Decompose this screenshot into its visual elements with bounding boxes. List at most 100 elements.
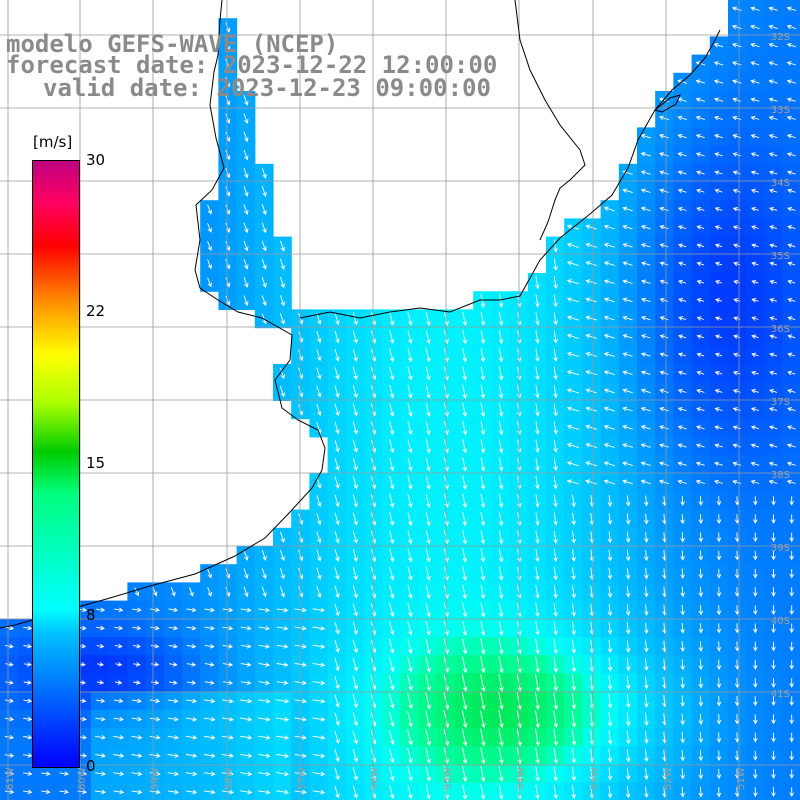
wind-arrow [753, 768, 758, 779]
wind-arrow [334, 385, 340, 399]
wind-arrow [753, 659, 758, 670]
wind-arrow [734, 768, 740, 780]
wind-arrow [571, 621, 577, 636]
wind-arrow [625, 749, 631, 763]
wind-arrow [462, 548, 468, 563]
wind-arrow [553, 312, 558, 326]
wind-arrow [734, 659, 740, 670]
wind-arrow [716, 514, 722, 525]
lat-label: 34S [771, 178, 790, 189]
wind-arrow [566, 461, 580, 467]
wind-arrow [258, 735, 271, 740]
wind-arrow [316, 367, 322, 380]
wind-arrow [603, 424, 615, 430]
wind-arrow [480, 366, 486, 381]
title-forecast-date: forecast date: 2023-12-22 12:00:00 [6, 51, 498, 79]
lon-label: 59W [150, 767, 161, 790]
lat-label: 35S [771, 251, 790, 262]
wind-arrow [425, 710, 432, 728]
wind-arrow [425, 584, 431, 600]
wind-arrow [607, 622, 613, 635]
wind-arrow [771, 568, 776, 579]
wind-arrow [771, 532, 776, 543]
longitude-labels: 61W 60W 59W 58W 57W 56W 55W 54W 53W 52W 51W [5, 767, 747, 790]
wind-arrow [641, 315, 651, 321]
wind-arrow [677, 443, 687, 448]
wind-arrow [168, 607, 179, 613]
wind-arrow [23, 680, 32, 685]
wind-arrow [714, 425, 723, 430]
wind-arrow [352, 567, 358, 581]
wind-arrow [585, 442, 598, 449]
wind-arrow [115, 662, 123, 667]
wind-arrow [352, 457, 358, 472]
wind-arrow [680, 695, 685, 707]
wind-arrow [734, 532, 740, 543]
wind-arrow [786, 61, 796, 66]
wind-arrow [716, 677, 722, 689]
wind-arrow [622, 279, 633, 284]
wind-arrow [407, 729, 413, 746]
wind-arrow [680, 659, 685, 671]
wind-arrow [769, 225, 778, 230]
wind-arrow [680, 532, 685, 543]
wind-arrow [696, 388, 705, 394]
wind-arrow [388, 729, 395, 746]
wind-arrow [389, 312, 395, 326]
wind-arrow [698, 768, 704, 780]
wind-arrow [603, 370, 615, 376]
wind-arrow [659, 297, 669, 303]
wind-arrow [407, 439, 413, 454]
wind-arrow [352, 403, 358, 417]
wind-arrow [753, 732, 758, 743]
wind-arrow [698, 695, 704, 707]
wind-arrow [607, 513, 613, 526]
wind-arrow [425, 475, 431, 490]
wind-arrow [622, 261, 633, 266]
wind-arrow [787, 407, 796, 412]
wind-arrow [498, 747, 504, 765]
wind-arrow [732, 115, 742, 121]
wind-arrow [204, 625, 215, 631]
wind-arrow [4, 789, 15, 795]
wind-arrow [750, 42, 760, 48]
wind-arrow [261, 295, 267, 307]
wind-arrow [96, 680, 105, 685]
wind-arrow [425, 602, 431, 618]
wind-arrow [680, 622, 685, 634]
wind-arrow [462, 638, 468, 655]
wind-arrow [571, 748, 577, 764]
wind-arrow [316, 531, 322, 544]
wind-arrow [389, 475, 395, 490]
wind-arrow [787, 425, 796, 430]
wind-arrow [553, 710, 559, 729]
wind-arrow [240, 680, 252, 686]
wind-arrow [150, 698, 161, 704]
wind-arrow [768, 97, 778, 103]
wind-arrow [640, 133, 651, 139]
wind-arrow [659, 279, 669, 285]
wind-arrow [498, 692, 504, 711]
wind-arrow [789, 569, 794, 579]
wind-arrow [716, 568, 722, 579]
wind-arrow [603, 297, 615, 303]
wind-arrow [535, 747, 540, 765]
wind-arrow [644, 767, 649, 780]
wind-arrow [258, 771, 271, 777]
wind-arrow [786, 97, 796, 103]
wind-arrow [168, 625, 179, 631]
wind-arrow [585, 388, 597, 394]
wind-arrow [769, 243, 778, 248]
wind-arrow [425, 402, 431, 417]
wind-arrow [571, 603, 577, 617]
wind-arrow [425, 348, 431, 363]
wind-arrow [389, 584, 395, 599]
wind-arrow [566, 370, 580, 376]
wind-arrow [698, 550, 704, 561]
wind-arrow [695, 61, 706, 66]
wind-arrow [751, 225, 759, 230]
wind-arrow [603, 224, 615, 230]
wind-arrow [389, 548, 395, 563]
wind-arrow [625, 604, 631, 617]
wind-arrow [535, 476, 540, 490]
